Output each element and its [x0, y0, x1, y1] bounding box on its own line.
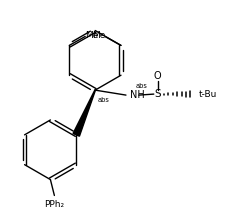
Polygon shape — [73, 90, 95, 136]
Text: abs: abs — [97, 97, 109, 103]
Text: NH: NH — [130, 90, 145, 100]
Text: Me: Me — [92, 31, 106, 40]
Text: PPh₂: PPh₂ — [44, 200, 64, 209]
Text: abs: abs — [136, 83, 148, 89]
Text: S: S — [154, 89, 161, 99]
Text: t-Bu: t-Bu — [198, 90, 217, 99]
Text: O: O — [154, 71, 162, 81]
Text: Me: Me — [85, 31, 99, 40]
